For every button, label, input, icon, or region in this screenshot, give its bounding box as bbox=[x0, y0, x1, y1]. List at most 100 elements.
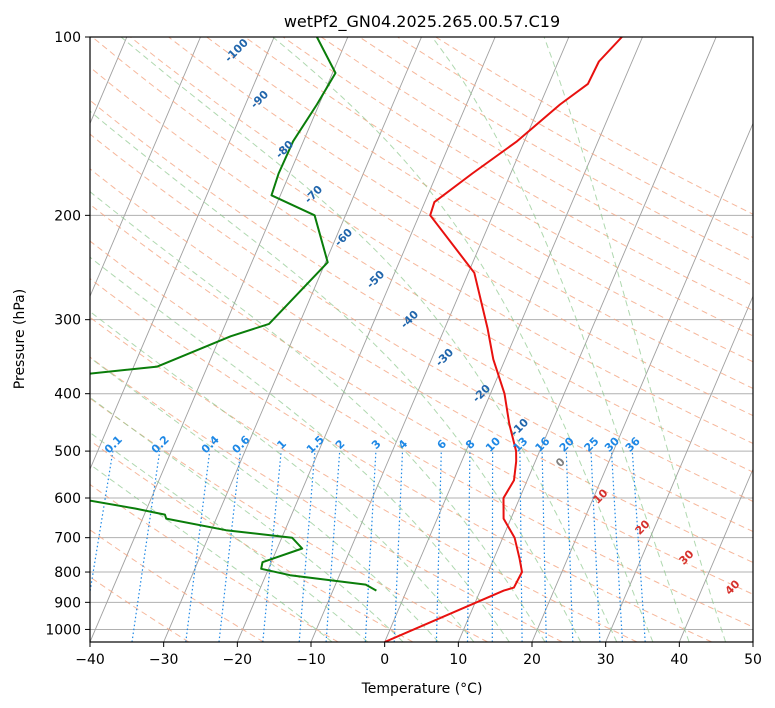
dry-adiabat-label: -70 bbox=[302, 183, 325, 206]
plot-frame bbox=[89, 36, 754, 643]
dry-adiabat-line bbox=[130, 37, 753, 417]
dry-adiabat-label: -50 bbox=[364, 268, 387, 291]
isotherm-line bbox=[90, 37, 275, 471]
isotherm-line bbox=[90, 37, 201, 298]
x-tick-label: −40 bbox=[75, 652, 105, 668]
dry-adiabat-line bbox=[91, 37, 753, 445]
dry-adiabat-line bbox=[90, 316, 638, 642]
dry-adiabat-line bbox=[168, 37, 753, 389]
dry-adiabat-line bbox=[90, 483, 339, 642]
y-tick-label: 500 bbox=[54, 444, 81, 460]
x-tick-label: 50 bbox=[744, 652, 762, 668]
dry-adiabat-line bbox=[90, 278, 712, 642]
moist-adiabat-line bbox=[120, 37, 618, 642]
moist-adiabat-label: 10 bbox=[591, 486, 611, 506]
mixing-ratio-label: 1 bbox=[274, 437, 289, 452]
mixing-ratio-label: 0.1 bbox=[102, 433, 125, 456]
x-tick-label: 40 bbox=[670, 652, 688, 668]
y-tick-label: 300 bbox=[54, 313, 81, 329]
dry-adiabat-line bbox=[90, 168, 753, 563]
y-tick-label: 700 bbox=[54, 531, 81, 547]
moist-adiabat-line bbox=[543, 37, 727, 642]
dewpoint-profile bbox=[90, 37, 377, 592]
dry-adiabat-line bbox=[90, 240, 753, 628]
mixing-ratio-line bbox=[631, 451, 646, 642]
mixing-ratio-label: 2 bbox=[333, 437, 348, 452]
moist-adiabat-line bbox=[90, 356, 439, 642]
dry-adiabat-label: -60 bbox=[332, 226, 355, 249]
dry-adiabat-line bbox=[435, 37, 753, 215]
x-tick-label: 10 bbox=[449, 652, 467, 668]
mixing-ratio-label: 25 bbox=[582, 435, 602, 455]
mixing-ratio-line bbox=[131, 451, 161, 642]
x-tick-label: 30 bbox=[597, 652, 615, 668]
mixing-ratio-line bbox=[519, 451, 523, 642]
dry-adiabat-label: -100 bbox=[222, 36, 251, 65]
temperature-profile bbox=[384, 37, 623, 642]
y-tick-label: 200 bbox=[54, 208, 81, 224]
dry-adiabat-line bbox=[359, 37, 753, 263]
y-tick-label: 800 bbox=[54, 565, 81, 581]
dry-adiabat-line bbox=[90, 529, 264, 642]
mixing-ratio-line bbox=[218, 451, 242, 642]
y-tick-label: 600 bbox=[54, 491, 81, 507]
dry-adiabat-line bbox=[244, 37, 753, 337]
moist-adiabat-label: 0 bbox=[553, 455, 568, 470]
dry-adiabat-line bbox=[90, 397, 488, 642]
x-tick-label: −30 bbox=[149, 652, 179, 668]
moist-adiabat-label: 20 bbox=[633, 517, 653, 537]
dry-adiabat-label: -30 bbox=[433, 346, 456, 369]
isotherm-line bbox=[384, 37, 643, 642]
chart-title: wetPf2_GN04.2025.265.00.57.C19 bbox=[284, 12, 560, 32]
mixing-ratio-line bbox=[466, 451, 471, 642]
dry-adiabat-line bbox=[90, 203, 753, 595]
isotherm-line bbox=[236, 37, 496, 642]
mixing-ratio-line bbox=[185, 451, 211, 642]
moist-adiabat-line bbox=[90, 396, 404, 642]
y-tick-label: 100 bbox=[54, 30, 81, 46]
mixing-ratio-line bbox=[364, 451, 377, 642]
dry-adiabat-label: -20 bbox=[470, 382, 493, 405]
moist-adiabat-line bbox=[272, 37, 654, 642]
mixing-ratio-label: 6 bbox=[435, 437, 450, 452]
mixing-ratio-line bbox=[610, 451, 623, 642]
mixing-ratio-line bbox=[90, 451, 114, 596]
y-tick-label: 900 bbox=[54, 595, 81, 611]
moist-adiabat-label: 40 bbox=[723, 577, 743, 597]
dry-adiabat-line bbox=[282, 37, 753, 312]
profiles bbox=[90, 37, 623, 642]
dry-adiabat-line bbox=[90, 99, 753, 502]
moist-adiabat-line bbox=[90, 310, 475, 642]
moist-adiabat-line bbox=[90, 191, 546, 642]
x-tick-label: 0 bbox=[380, 652, 389, 668]
x-tick-label: 20 bbox=[523, 652, 541, 668]
dry-adiabat-line bbox=[90, 133, 753, 533]
isotherm-line bbox=[531, 122, 753, 642]
dry-adiabat-line bbox=[90, 440, 414, 642]
isotherm-line bbox=[678, 467, 753, 642]
mixing-ratio-label: 0.2 bbox=[149, 433, 172, 456]
moist-adiabat-label: 30 bbox=[677, 547, 697, 567]
y-axis-label: Pressure (hPa) bbox=[12, 289, 28, 389]
moist-adiabat-line bbox=[90, 256, 510, 642]
y-tick-label: 400 bbox=[54, 387, 81, 403]
x-tick-label: −20 bbox=[223, 652, 253, 668]
isotherm-line bbox=[605, 295, 753, 642]
dry-adiabat-label: -40 bbox=[398, 308, 421, 331]
moist-adiabat-line bbox=[431, 37, 690, 642]
mixing-ratio-line bbox=[565, 451, 574, 642]
mixing-ratio-line bbox=[435, 451, 442, 642]
mixing-ratio-line bbox=[590, 451, 601, 642]
isotherm-line bbox=[752, 640, 753, 642]
background-lines bbox=[90, 37, 753, 642]
isotherm-line bbox=[90, 37, 349, 642]
mixing-ratio-label: 1.5 bbox=[304, 433, 327, 456]
x-tick-label: −10 bbox=[296, 652, 326, 668]
y-tick-label: 1000 bbox=[45, 622, 81, 638]
moist-adiabat-line bbox=[90, 463, 333, 642]
isotherm-line bbox=[163, 37, 422, 642]
x-axis-label: Temperature (°C) bbox=[361, 681, 483, 697]
isotherm-line bbox=[457, 37, 717, 642]
mixing-ratio-label: 4 bbox=[396, 437, 411, 452]
